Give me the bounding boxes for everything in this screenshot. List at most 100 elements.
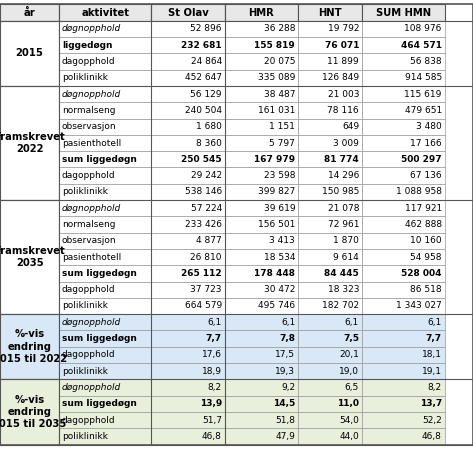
Bar (298, 21, 362, 37)
Text: 23 598: 23 598 (263, 171, 295, 180)
Text: 156 501: 156 501 (258, 220, 295, 229)
Bar (151, 282, 225, 298)
Text: 7,8: 7,8 (279, 334, 295, 343)
Bar (362, 167, 445, 184)
Text: 46,8: 46,8 (202, 432, 222, 441)
Bar (298, 119, 362, 135)
Bar (298, 363, 362, 379)
Bar (362, 396, 445, 412)
Text: 47,9: 47,9 (275, 432, 295, 441)
Bar (298, 396, 362, 412)
Text: døgnopphold: døgnopphold (62, 24, 121, 33)
Bar (362, 298, 445, 314)
Bar (298, 216, 362, 233)
Bar (298, 102, 362, 119)
Bar (151, 119, 225, 135)
Text: 56 838: 56 838 (410, 57, 442, 66)
Bar (225, 363, 298, 379)
Bar (151, 4, 225, 21)
Text: 914 585: 914 585 (404, 73, 442, 82)
Text: 72 961: 72 961 (327, 220, 359, 229)
Bar (0, 4, 59, 21)
Bar (151, 135, 225, 151)
Bar (225, 233, 298, 249)
Bar (225, 184, 298, 200)
Bar (362, 379, 445, 396)
Bar (59, 265, 151, 282)
Text: døgnopphold: døgnopphold (62, 318, 121, 327)
Bar (59, 298, 151, 314)
Bar (0, 200, 59, 314)
Text: 5 797: 5 797 (269, 138, 295, 148)
Text: 18 323: 18 323 (327, 285, 359, 294)
Bar (362, 233, 445, 249)
Text: pasienthotell: pasienthotell (62, 138, 121, 148)
Bar (0, 314, 59, 379)
Bar (225, 282, 298, 298)
Text: døgnopphold: døgnopphold (62, 90, 121, 99)
Bar (151, 216, 225, 233)
Bar (59, 200, 151, 216)
Text: 8,2: 8,2 (428, 383, 442, 392)
Text: 38 487: 38 487 (263, 90, 295, 99)
Text: 21 003: 21 003 (327, 90, 359, 99)
Bar (225, 53, 298, 70)
Bar (362, 53, 445, 70)
Bar (59, 396, 151, 412)
Text: 54,0: 54,0 (339, 416, 359, 425)
Text: 14 296: 14 296 (328, 171, 359, 180)
Text: 18,9: 18,9 (202, 367, 222, 376)
Bar (151, 396, 225, 412)
Bar (59, 167, 151, 184)
Bar (151, 379, 225, 396)
Text: 44,0: 44,0 (339, 432, 359, 441)
Text: 161 031: 161 031 (258, 106, 295, 115)
Text: 115 619: 115 619 (404, 90, 442, 99)
Bar (362, 200, 445, 216)
Bar (298, 37, 362, 53)
Bar (225, 330, 298, 347)
Text: 9,2: 9,2 (281, 383, 295, 392)
Text: 51,7: 51,7 (202, 416, 222, 425)
Text: 7,5: 7,5 (343, 334, 359, 343)
Text: 19,0: 19,0 (339, 367, 359, 376)
Bar (362, 119, 445, 135)
Bar (225, 119, 298, 135)
Bar (362, 135, 445, 151)
Text: 250 545: 250 545 (181, 155, 222, 164)
Bar (298, 412, 362, 428)
Text: 240 504: 240 504 (185, 106, 222, 115)
Bar (59, 21, 151, 37)
Bar (362, 265, 445, 282)
Bar (298, 70, 362, 86)
Bar (298, 53, 362, 70)
Bar (59, 233, 151, 249)
Bar (225, 151, 298, 167)
Text: dagopphold: dagopphold (62, 285, 115, 294)
Text: dagopphold: dagopphold (62, 171, 115, 180)
Bar (59, 216, 151, 233)
Bar (298, 184, 362, 200)
Bar (225, 216, 298, 233)
Text: 46,8: 46,8 (422, 432, 442, 441)
Text: 37 723: 37 723 (190, 285, 222, 294)
Bar (298, 200, 362, 216)
Text: dagopphold: dagopphold (62, 350, 115, 359)
Text: 3 480: 3 480 (416, 122, 442, 131)
Bar (151, 167, 225, 184)
Text: sum liggedøgn: sum liggedøgn (62, 269, 137, 278)
Text: 8 360: 8 360 (196, 138, 222, 148)
Bar (225, 379, 298, 396)
Text: 17,6: 17,6 (202, 350, 222, 359)
Bar (298, 4, 362, 21)
Bar (151, 412, 225, 428)
Text: 54 958: 54 958 (410, 253, 442, 262)
Bar (362, 282, 445, 298)
Bar (59, 102, 151, 119)
Text: 17,5: 17,5 (275, 350, 295, 359)
Bar (225, 396, 298, 412)
Text: 51,8: 51,8 (275, 416, 295, 425)
Bar (298, 282, 362, 298)
Bar (151, 428, 225, 445)
Text: 7,7: 7,7 (206, 334, 222, 343)
